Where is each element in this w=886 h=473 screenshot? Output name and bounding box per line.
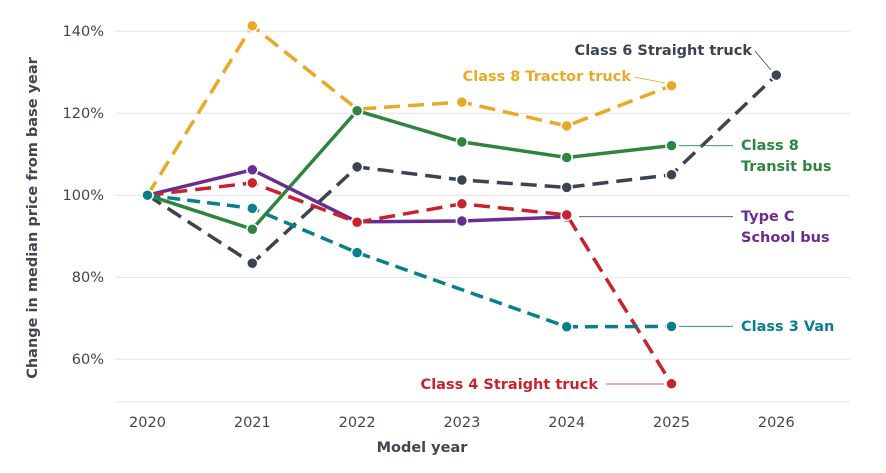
data-point [246,222,259,236]
y-tick-label: 60% [72,352,104,368]
data-point [455,197,469,211]
data-point [350,104,364,117]
data-point [455,95,469,109]
leader-line [754,50,772,71]
data-point [560,320,573,334]
data-point [560,119,573,133]
series-group [141,19,783,391]
data-point [665,139,678,152]
x-tick-label: 2021 [234,415,271,431]
data-point [560,181,573,194]
data-point [665,168,678,181]
series-label-line: Class 8 [741,138,799,154]
y-tick-label: 140% [63,24,104,40]
y-tick-label: 80% [72,270,104,286]
series-labels: Class 8 Tractor truck Class 6 Straight tr… [421,43,835,393]
data-point [455,135,469,149]
series-label: Class 3 Van [741,319,834,335]
x-tick-label: 2024 [548,415,585,431]
data-point [246,202,259,215]
series-line [147,193,672,329]
data-point [665,377,678,391]
x-tick-label: 2026 [758,415,795,431]
data-point [455,214,469,228]
data-point [665,320,678,333]
series-label: Type C School bus [741,209,830,246]
data-point [455,173,469,187]
x-tick-label: 2022 [339,415,376,431]
x-tick-label: 2020 [129,415,166,431]
y-axis-title: Change in median price from base year [25,56,41,378]
series-class-4-straight-truck [147,176,678,391]
x-axis: 2020 2021 2022 2023 2024 2025 2026 [129,415,795,431]
series-line [147,181,673,385]
data-point [350,216,364,229]
series-label: Class 8 Transit bus [741,138,831,175]
y-tick-label: 100% [63,188,104,204]
series-label-line: Class 3 Van [741,319,834,335]
data-point [246,176,259,190]
y-axis: 60% 80% 100% 120% 140% [63,24,104,368]
series-line [146,24,673,197]
series-line [146,108,672,231]
series-label-line: Class 4 Straight truck [421,377,599,393]
x-axis-title: Model year [377,440,469,456]
data-point [246,19,259,33]
series-class-8-transit-bus [146,104,678,236]
series-label-line: Class 8 Tractor truck [463,69,632,85]
series-label-line: Transit bus [741,159,831,175]
series-class-6-straight-truck [146,68,783,270]
series-label: Class 8 Tractor truck [463,69,632,85]
y-tick-label: 120% [63,106,104,122]
data-point [246,163,259,177]
series-label-line: School bus [741,230,830,246]
x-tick-label: 2025 [653,415,690,431]
data-point [560,151,573,164]
data-point-base [141,188,154,202]
data-point [350,246,364,259]
data-point [665,79,678,92]
leader-line [633,76,666,84]
data-point [350,160,364,174]
data-point [770,68,783,82]
series-label-line: Type C [741,209,795,225]
series-label: Class 4 Straight truck [421,377,599,393]
grid [115,30,850,403]
series-label-line: Class 6 Straight truck [575,43,753,59]
data-point [246,257,259,270]
series-label: Class 6 Straight truck [575,43,753,59]
x-tick-label: 2023 [443,415,480,431]
data-point [560,208,573,222]
